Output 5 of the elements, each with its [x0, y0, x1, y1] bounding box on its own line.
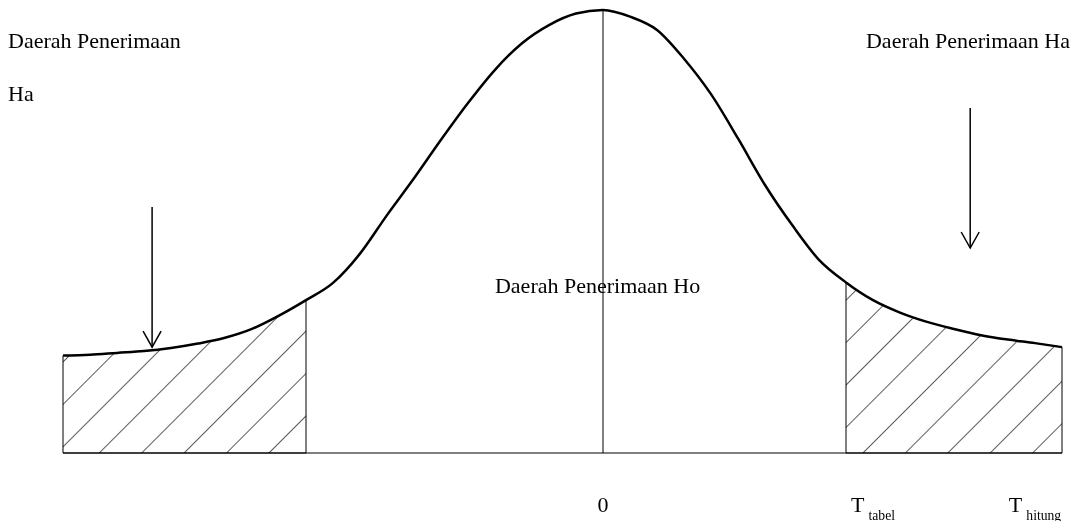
x-tick-label: 0 [597, 492, 609, 517]
annotation: Daerah Penerimaan Ha [865, 28, 1071, 53]
text: Daerah Penerimaan Ha [8, 28, 181, 106]
annotation: Daerah Penerimaan Ho [494, 273, 701, 298]
x-tick-label: T$_{tabel}$ [851, 492, 896, 521]
